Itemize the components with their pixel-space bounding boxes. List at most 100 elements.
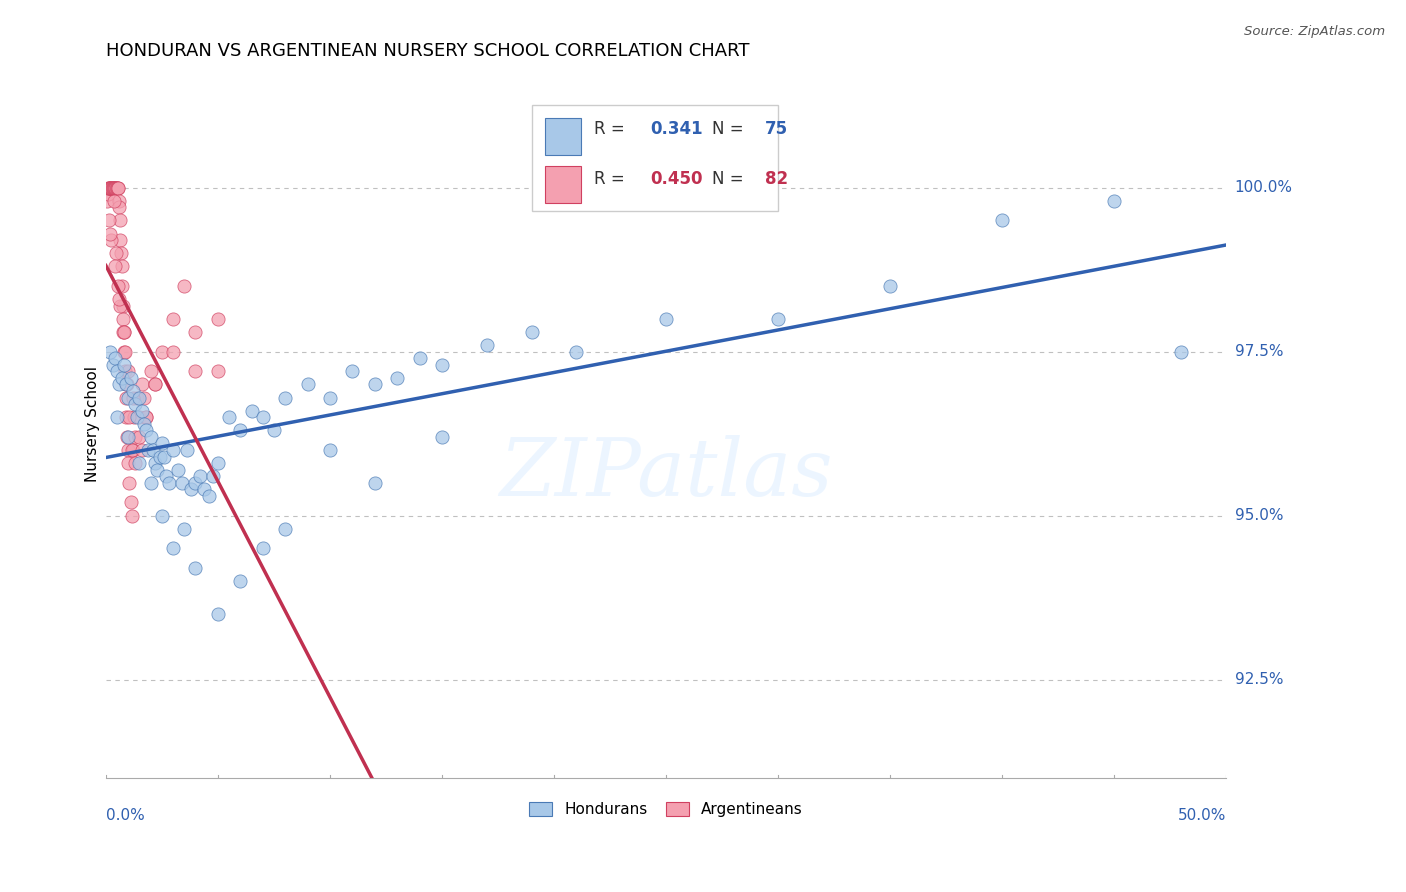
Point bbox=[104, 180, 127, 194]
Point bbox=[142, 443, 165, 458]
Point bbox=[101, 180, 124, 194]
Point bbox=[766, 311, 789, 326]
Point bbox=[475, 338, 498, 352]
Point bbox=[520, 325, 543, 339]
Point bbox=[110, 371, 132, 385]
Point bbox=[143, 377, 166, 392]
Point bbox=[104, 180, 127, 194]
Point bbox=[385, 371, 408, 385]
Point bbox=[108, 213, 131, 227]
Point bbox=[364, 475, 387, 490]
Point bbox=[104, 351, 127, 366]
Point bbox=[97, 180, 120, 194]
Text: 75: 75 bbox=[765, 120, 787, 138]
Point bbox=[153, 450, 176, 464]
Point bbox=[173, 279, 195, 293]
Point bbox=[319, 443, 342, 458]
Point bbox=[101, 180, 124, 194]
Point bbox=[184, 364, 207, 378]
Point bbox=[107, 180, 129, 194]
Text: N =: N = bbox=[711, 120, 749, 138]
Point bbox=[207, 311, 229, 326]
Point bbox=[991, 213, 1014, 227]
Point bbox=[263, 423, 285, 437]
Point bbox=[430, 358, 453, 372]
Point bbox=[879, 279, 901, 293]
Point bbox=[430, 430, 453, 444]
Point bbox=[114, 344, 136, 359]
Point bbox=[98, 180, 121, 194]
Point bbox=[110, 233, 132, 247]
Point bbox=[120, 371, 142, 385]
Text: 100.0%: 100.0% bbox=[1234, 180, 1292, 195]
Point bbox=[104, 180, 127, 194]
Text: 50.0%: 50.0% bbox=[1178, 808, 1226, 823]
Point bbox=[274, 522, 297, 536]
Point bbox=[1102, 194, 1125, 208]
Point bbox=[114, 377, 136, 392]
Point bbox=[103, 194, 125, 208]
Point bbox=[155, 469, 177, 483]
Point bbox=[112, 325, 135, 339]
Point bbox=[103, 180, 125, 194]
Point bbox=[128, 391, 150, 405]
Point bbox=[176, 443, 198, 458]
Point bbox=[162, 443, 184, 458]
Point bbox=[117, 430, 139, 444]
Point bbox=[127, 410, 149, 425]
Point bbox=[108, 200, 131, 214]
Point bbox=[98, 227, 121, 241]
Point bbox=[229, 423, 252, 437]
Point bbox=[115, 430, 138, 444]
Point bbox=[111, 299, 134, 313]
Point bbox=[170, 475, 193, 490]
Point bbox=[565, 344, 588, 359]
Point bbox=[112, 325, 135, 339]
Point bbox=[117, 364, 139, 378]
Point bbox=[108, 377, 131, 392]
Text: R =: R = bbox=[595, 170, 630, 188]
Point bbox=[117, 443, 139, 458]
Point bbox=[100, 180, 122, 194]
Point bbox=[121, 508, 143, 523]
Point bbox=[146, 463, 169, 477]
Point bbox=[1170, 344, 1192, 359]
Point bbox=[128, 456, 150, 470]
Point bbox=[124, 397, 146, 411]
Point bbox=[128, 410, 150, 425]
Point bbox=[135, 410, 157, 425]
Point bbox=[97, 187, 120, 202]
Point bbox=[408, 351, 430, 366]
Text: R =: R = bbox=[595, 120, 630, 138]
Point bbox=[342, 364, 364, 378]
Point bbox=[128, 430, 150, 444]
Point bbox=[188, 469, 211, 483]
Point bbox=[229, 574, 252, 589]
Point bbox=[150, 508, 173, 523]
Point bbox=[157, 475, 180, 490]
Point bbox=[121, 384, 143, 398]
Point bbox=[110, 260, 132, 274]
Point bbox=[107, 279, 129, 293]
Point bbox=[139, 475, 162, 490]
Point bbox=[111, 325, 134, 339]
Text: 0.450: 0.450 bbox=[651, 170, 703, 188]
Point bbox=[98, 344, 121, 359]
Point bbox=[162, 541, 184, 556]
Point bbox=[655, 311, 678, 326]
Point bbox=[240, 403, 263, 417]
Point bbox=[173, 522, 195, 536]
Text: HONDURAN VS ARGENTINEAN NURSERY SCHOOL CORRELATION CHART: HONDURAN VS ARGENTINEAN NURSERY SCHOOL C… bbox=[105, 42, 749, 60]
Point bbox=[121, 391, 143, 405]
Point bbox=[97, 180, 120, 194]
Point bbox=[121, 443, 143, 458]
Point bbox=[184, 561, 207, 575]
Point bbox=[101, 180, 124, 194]
Point bbox=[132, 391, 155, 405]
Point bbox=[150, 344, 173, 359]
Point bbox=[202, 469, 225, 483]
Point bbox=[103, 180, 125, 194]
Point bbox=[118, 475, 141, 490]
Point bbox=[143, 377, 166, 392]
Point bbox=[98, 180, 121, 194]
